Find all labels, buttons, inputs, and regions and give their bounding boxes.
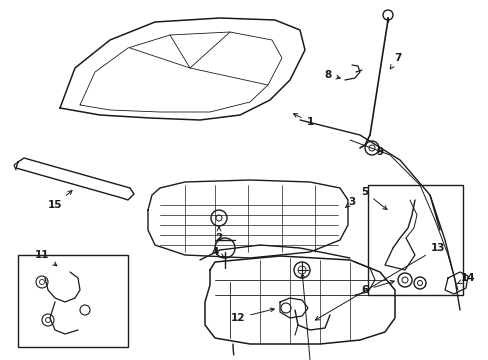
- Text: 8: 8: [324, 70, 340, 80]
- Text: 2: 2: [215, 227, 222, 243]
- Bar: [367, 185, 462, 295]
- Text: 3: 3: [345, 197, 355, 208]
- Text: 12: 12: [230, 308, 274, 323]
- Text: 15: 15: [48, 190, 72, 210]
- Text: 9: 9: [376, 147, 383, 157]
- Text: 14: 14: [457, 273, 474, 284]
- Text: 7: 7: [389, 53, 401, 69]
- Text: 6: 6: [361, 280, 393, 295]
- Text: 10: 10: [300, 274, 319, 360]
- Text: 13: 13: [315, 243, 445, 320]
- Bar: [18, 255, 128, 347]
- Text: 4: 4: [211, 247, 224, 257]
- Text: 1: 1: [293, 114, 313, 127]
- Text: 5: 5: [361, 187, 386, 210]
- Text: 11: 11: [35, 250, 57, 266]
